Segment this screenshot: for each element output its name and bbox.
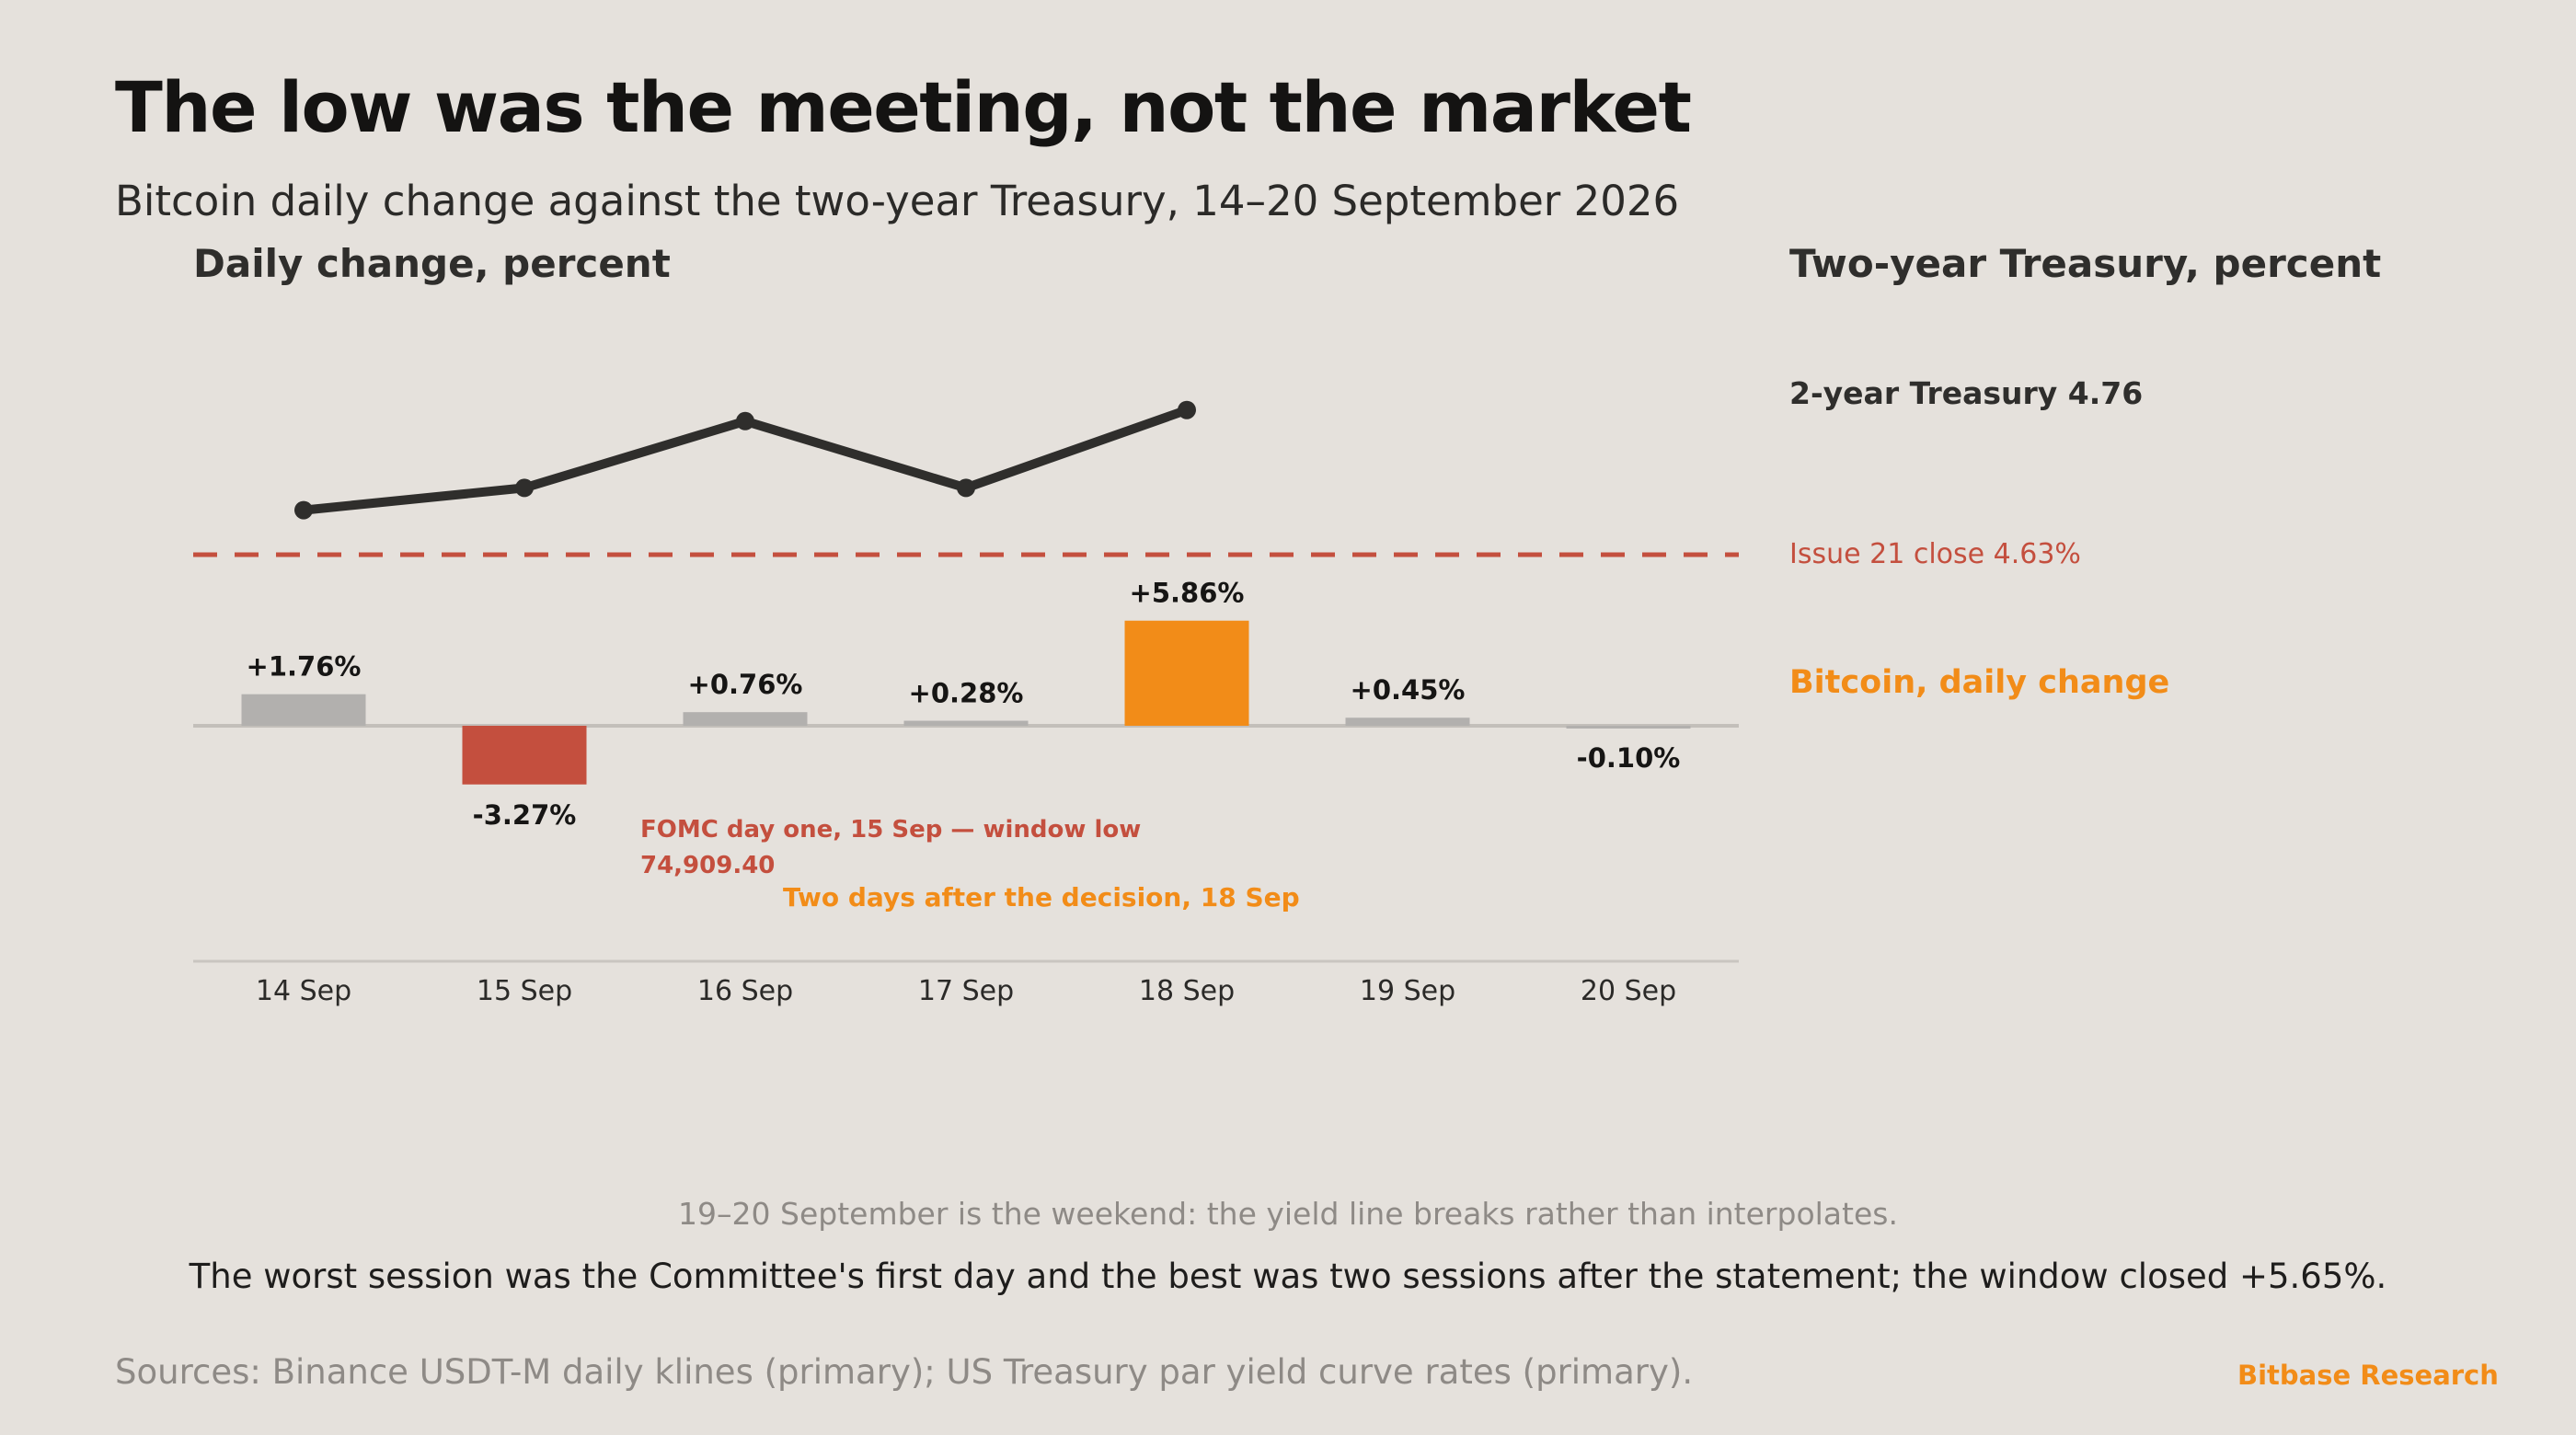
right-axis-title: Two-year Treasury, percent xyxy=(1789,241,2382,286)
bar-15-sep xyxy=(462,726,587,785)
sources-text: Sources: Binance USDT-M daily klines (pr… xyxy=(115,1352,1694,1392)
weekend-note: 19–20 September is the weekend: the yiel… xyxy=(678,1196,1898,1232)
bar-19-sep xyxy=(1345,718,1470,726)
legend-bitcoin-label: Bitcoin, daily change xyxy=(1789,664,2170,701)
bar-value-label: +5.86% xyxy=(1130,578,1245,609)
x-tick-label: 20 Sep xyxy=(1581,975,1676,1007)
x-tick-label: 17 Sep xyxy=(918,975,1014,1007)
chart-subtitle: Bitcoin daily change against the two-yea… xyxy=(115,177,1680,225)
treasury-yield-point xyxy=(515,478,534,498)
x-tick-label: 15 Sep xyxy=(477,975,572,1007)
bar-value-label: +0.45% xyxy=(1351,674,1466,706)
bar-value-label: +0.76% xyxy=(688,669,803,700)
bar-value-label: +1.76% xyxy=(247,651,362,683)
annotation-fomc-low-price: 74,909.40 xyxy=(640,852,775,879)
bar-value-label: -3.27% xyxy=(473,799,577,831)
bar-17-sep xyxy=(903,720,1029,726)
left-axis-title: Daily change, percent xyxy=(193,241,671,286)
x-tick-label: 19 Sep xyxy=(1360,975,1455,1007)
chart-title: The low was the meeting, not the market xyxy=(115,66,1692,148)
bar-value-label: +0.28% xyxy=(909,678,1024,709)
bar-20-sep xyxy=(1566,726,1691,729)
bar-value-label: -0.10% xyxy=(1577,742,1681,774)
legend-treasury-label: 2-year Treasury 4.76 xyxy=(1789,375,2144,411)
x-tick-label: 14 Sep xyxy=(256,975,351,1007)
treasury-yield-point xyxy=(957,478,975,498)
bar-16-sep xyxy=(683,712,808,726)
annotation-fomc-low: FOMC day one, 15 Sep — window low xyxy=(640,816,1141,844)
x-tick-label: 18 Sep xyxy=(1139,975,1235,1007)
brand-label: Bitbase Research xyxy=(2237,1360,2499,1391)
annotation-post-decision: Two days after the decision, 18 Sep xyxy=(783,882,1300,913)
treasury-yield-point xyxy=(736,411,754,430)
treasury-yield-point xyxy=(294,500,313,520)
x-tick-label: 16 Sep xyxy=(697,975,793,1007)
legend-issue-close-label: Issue 21 close 4.63% xyxy=(1789,538,2081,570)
bar-18-sep xyxy=(1124,620,1249,726)
treasury-yield-point xyxy=(1178,400,1196,419)
takeaway-text: The worst session was the Committee's fi… xyxy=(189,1257,2387,1296)
bar-14-sep xyxy=(241,694,366,726)
